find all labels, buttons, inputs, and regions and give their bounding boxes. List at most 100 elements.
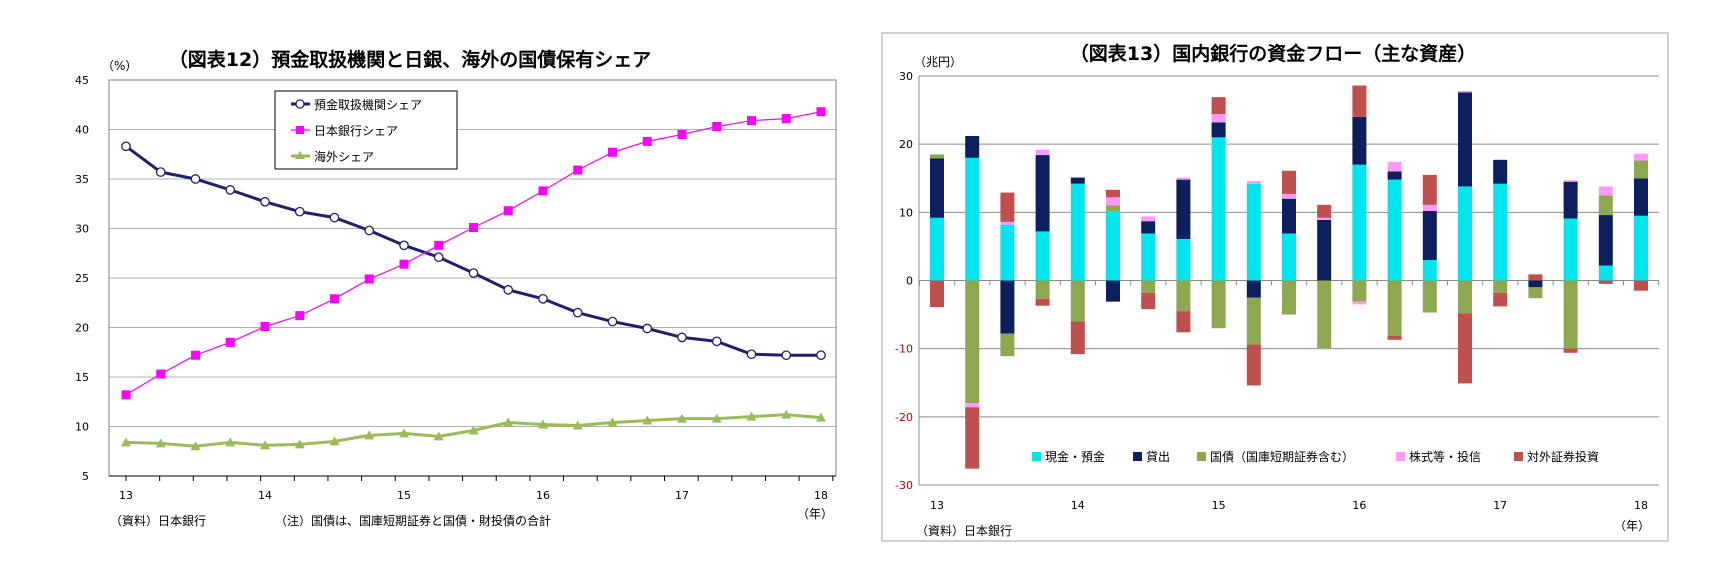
data-point-boj	[121, 390, 131, 400]
data-point-boj	[225, 337, 235, 347]
bar-segment-0	[1422, 260, 1437, 281]
data-point-deposit	[364, 225, 375, 236]
y-tick-label: 5	[82, 470, 89, 483]
chart-12-source: （資料）日本銀行	[110, 514, 206, 528]
x-tick-label: 14	[258, 489, 272, 502]
y-tick-label: 40	[75, 124, 89, 137]
bar-segment-3	[1246, 180, 1261, 184]
data-point-deposit	[746, 349, 757, 360]
data-point-foreign	[746, 411, 757, 421]
bar-segment-2	[1352, 280, 1367, 302]
y-tick-label: 25	[75, 272, 89, 285]
x-tick-label: 14	[1071, 499, 1085, 512]
bar-segment-0	[1070, 183, 1085, 281]
bar-segment-1	[1035, 155, 1050, 232]
bar-segment-2	[1246, 297, 1261, 345]
data-point-boj	[642, 136, 652, 146]
bar-segment-2	[965, 280, 980, 404]
y-tick-label: 10	[75, 421, 89, 434]
chart-12-x-unit: （年）	[797, 507, 833, 521]
bar-segment-3	[1035, 149, 1050, 156]
bar-segment-2	[1387, 280, 1402, 336]
y-tick-label: 0	[906, 275, 913, 288]
bar-segment-4	[965, 407, 980, 469]
data-point-foreign	[781, 409, 792, 419]
data-point-foreign	[711, 413, 722, 423]
chart-13-title: （図表13）国内銀行の資金フロー（主な資産）	[1070, 42, 1476, 65]
data-point-boj	[816, 107, 826, 117]
bar-segment-4	[1634, 280, 1648, 291]
data-point-deposit	[399, 240, 409, 251]
legend-label-2: 国債（国庫短期証券含む）	[1210, 449, 1354, 464]
data-point-boj	[191, 350, 200, 360]
bar-segment-3	[1387, 161, 1402, 172]
bar-segment-0	[1000, 224, 1015, 281]
bar-segment-4	[1211, 97, 1226, 115]
bar-segment-3	[1282, 193, 1296, 199]
bar-segment-4	[1141, 292, 1156, 310]
bar-segment-2	[1282, 280, 1296, 315]
data-point-deposit	[572, 307, 583, 318]
y-tick-label: 20	[75, 322, 89, 335]
bar-segment-4	[1035, 298, 1050, 306]
bar-segment-1	[1563, 181, 1578, 219]
data-point-deposit	[711, 336, 722, 347]
data-point-deposit	[503, 285, 514, 295]
data-point-foreign	[155, 438, 166, 448]
bar-segment-4	[1106, 189, 1120, 198]
data-point-boj	[469, 223, 478, 233]
bar-segment-1	[1070, 177, 1085, 184]
chart-13-bars	[930, 85, 1648, 469]
chart-13-y-unit: （兆円）	[914, 55, 962, 69]
y-tick-label: 35	[75, 173, 89, 186]
x-tick-label: 18	[814, 489, 828, 502]
bar-segment-1	[1141, 221, 1156, 234]
bar-segment-4	[1000, 192, 1015, 222]
y-tick-label: 45	[75, 74, 89, 87]
data-point-foreign	[399, 428, 409, 438]
bar-segment-2	[1563, 280, 1578, 349]
data-point-boj	[747, 116, 756, 126]
data-point-boj	[573, 165, 583, 175]
bar-segment-4	[1563, 348, 1578, 353]
bar-segment-0	[965, 157, 980, 281]
data-point-deposit	[155, 167, 166, 177]
data-point-boj	[781, 114, 791, 124]
data-point-boj	[156, 369, 166, 379]
data-point-deposit	[816, 350, 826, 361]
bar-segment-4	[1458, 313, 1472, 384]
data-point-foreign	[294, 439, 305, 449]
bar-segment-3	[1000, 221, 1015, 225]
x-tick-label: 16	[1352, 499, 1366, 512]
data-point-foreign	[329, 436, 340, 446]
data-point-deposit	[329, 212, 340, 223]
bar-segment-2	[1493, 280, 1508, 293]
chart-12-legend: 預金取扱機関シェア 日本銀行シェア 海外シェア	[274, 90, 458, 170]
data-point-boj	[677, 129, 687, 139]
bar-segment-1	[1282, 198, 1296, 234]
chart-12-y-unit: （%）	[102, 59, 137, 73]
bar-segment-0	[1598, 265, 1613, 281]
data-point-deposit	[468, 268, 479, 278]
data-point-foreign	[190, 441, 201, 451]
bar-segment-1	[1598, 215, 1613, 266]
chart-12: （図表12）預金取扱機関と日銀、海外の国債保有シェア （%） 5 10 15 20 25…	[75, 48, 837, 528]
bar-segment-2	[1422, 280, 1437, 313]
chart-13: （図表13）国内銀行の資金フロー（主な資産） （兆円） -30 -20 -10 0 10…	[881, 32, 1669, 542]
bar-segment-4	[930, 280, 944, 308]
bar-segment-4	[1422, 174, 1437, 205]
bar-segment-1	[1387, 171, 1402, 180]
bar-segment-2	[1070, 280, 1085, 322]
data-point-deposit	[294, 206, 305, 217]
bar-segment-3	[1598, 186, 1613, 196]
bar-segment-2	[1106, 205, 1120, 211]
data-point-deposit	[642, 323, 653, 334]
bar-segment-3	[1458, 90, 1472, 93]
bar-segment-4	[1070, 321, 1085, 355]
data-point-deposit	[121, 141, 131, 152]
legend-marker-boj	[296, 126, 304, 134]
bar-segment-2	[1000, 333, 1015, 357]
data-point-deposit	[538, 293, 548, 304]
bar-segment-1	[1246, 280, 1261, 298]
